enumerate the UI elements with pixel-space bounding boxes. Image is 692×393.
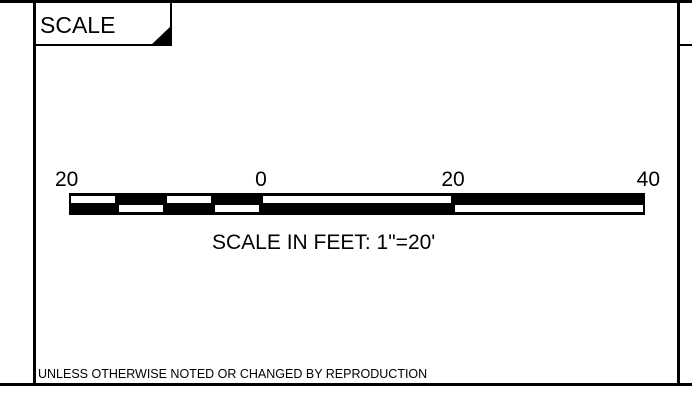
- section-title: SCALE: [40, 12, 116, 38]
- scale-tick-label: 20: [441, 168, 464, 191]
- title-tab-bottom-line: [36, 44, 170, 46]
- scale-tick-label: 0: [255, 168, 267, 191]
- right-panel-tick: [680, 44, 692, 46]
- scale-caption: SCALE IN FEET: 1"=20': [212, 231, 436, 254]
- scale-tick-label: 20: [55, 168, 78, 191]
- title-tab-side-line: [170, 3, 172, 46]
- scale-bar-subdivision: [167, 196, 211, 203]
- scale-bar-subdivision: [215, 205, 259, 212]
- top-border-line: [0, 0, 692, 3]
- scale-bar-subdivision: [71, 196, 115, 203]
- scale-tick-label: 40: [637, 168, 660, 191]
- left-panel-divider: [33, 0, 36, 386]
- footer-note: UNLESS OTHERWISE NOTED OR CHANGED BY REP…: [38, 367, 428, 381]
- right-panel-divider: [677, 0, 680, 386]
- scale-bar-segment: [263, 196, 451, 203]
- scale-bar-subdivision: [119, 205, 163, 212]
- scale-bar-segment: [455, 205, 643, 212]
- bottom-border-line: [0, 383, 692, 386]
- title-tab-corner-mark: [150, 26, 171, 46]
